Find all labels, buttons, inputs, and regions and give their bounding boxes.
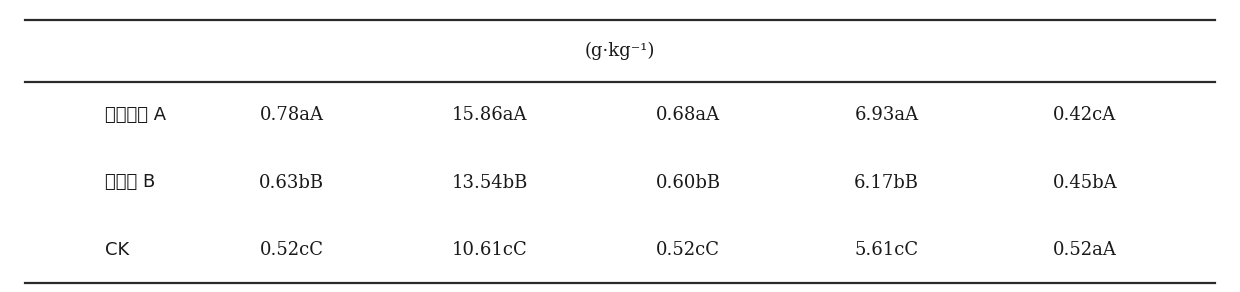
Text: (g·kg⁻¹): (g·kg⁻¹)	[585, 42, 655, 60]
Text: 叶面肥 B: 叶面肥 B	[105, 173, 156, 192]
Text: 6.17bB: 6.17bB	[854, 173, 919, 192]
Text: CK: CK	[105, 241, 130, 259]
Text: 0.68aA: 0.68aA	[656, 106, 720, 124]
Text: 0.52cC: 0.52cC	[259, 241, 324, 259]
Text: 5.61cC: 5.61cC	[854, 241, 919, 259]
Text: 0.52aA: 0.52aA	[1053, 241, 1117, 259]
Text: 0.78aA: 0.78aA	[259, 106, 324, 124]
Text: 叶面菌肥 A: 叶面菌肥 A	[105, 106, 166, 124]
Text: 10.61cC: 10.61cC	[451, 241, 528, 259]
Text: 0.52cC: 0.52cC	[656, 241, 720, 259]
Text: 0.45bA: 0.45bA	[1053, 173, 1117, 192]
Text: 15.86aA: 15.86aA	[453, 106, 527, 124]
Text: 13.54bB: 13.54bB	[451, 173, 528, 192]
Text: 0.60bB: 0.60bB	[656, 173, 720, 192]
Text: 0.42cA: 0.42cA	[1053, 106, 1117, 124]
Text: 6.93aA: 6.93aA	[854, 106, 919, 124]
Text: 0.63bB: 0.63bB	[259, 173, 324, 192]
